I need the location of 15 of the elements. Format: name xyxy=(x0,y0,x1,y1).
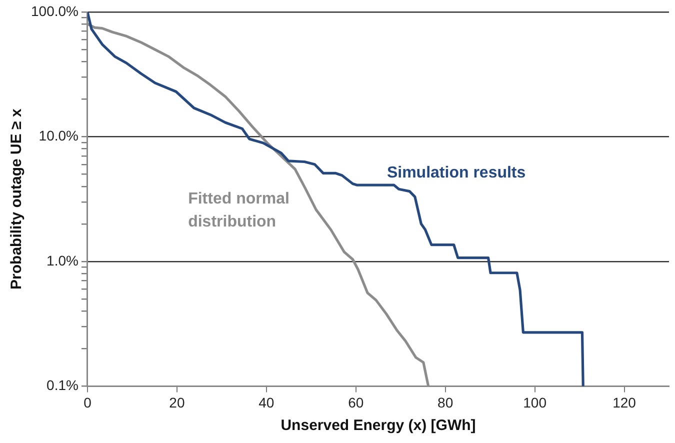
x-tick-label: 80 xyxy=(438,394,454,410)
x-tick-label: 100 xyxy=(523,394,547,410)
series-label: Simulation results xyxy=(386,164,526,182)
y-tick-label: 1.0% xyxy=(46,252,78,268)
x-tick-label: 120 xyxy=(612,394,636,410)
y-tick-label: 10.0% xyxy=(38,128,78,144)
y-axis-title: Probability outage UE ≥ x xyxy=(8,108,26,290)
x-tick-label: 0 xyxy=(84,394,92,410)
series-label: Fitted normal distribution xyxy=(188,190,290,231)
x-axis-title: Unserved Energy (x) [GWh] xyxy=(280,417,476,434)
x-tick-label: 60 xyxy=(348,394,364,410)
y-tick-label: 100.0% xyxy=(31,2,78,19)
x-tick-label: 40 xyxy=(258,394,274,410)
y-tick-label: 0.1% xyxy=(46,377,78,394)
x-tick-label: 20 xyxy=(169,394,185,410)
